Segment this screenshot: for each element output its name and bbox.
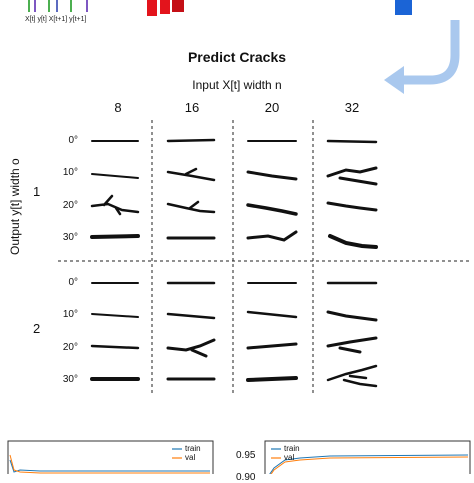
left-training-chart (7, 440, 214, 474)
sequence-labels: X[t] y[t] X[t+1] y[t+1] (25, 16, 87, 23)
right-accuracy-chart (264, 440, 471, 474)
angle-label: 0° (68, 135, 78, 146)
angle-label: 10° (62, 167, 78, 178)
y-tick-095: 0.95 (236, 450, 256, 461)
red-block-icon (147, 0, 184, 16)
input-axis-label: Input X[t] width n (192, 78, 282, 92)
crack-images-group-2 (90, 281, 378, 388)
angle-label: 20° (62, 200, 78, 211)
sequence-bars-icon (28, 0, 88, 12)
crack-images-group-1 (90, 138, 378, 249)
output-axis-label: Output y[t] width o (8, 158, 22, 255)
grid-separators (58, 120, 470, 395)
angle-label: 20° (62, 342, 78, 353)
legend-train: train (284, 444, 300, 453)
column-header-8: 8 (114, 100, 122, 115)
legend-val: val (185, 453, 196, 462)
column-header-32: 32 (344, 100, 360, 115)
angle-label: 10° (62, 309, 78, 320)
page-title: Predict Cracks (187, 49, 287, 65)
legend-val: val (284, 453, 295, 462)
right-chart-legend: train val (284, 444, 300, 462)
angle-label: 0° (68, 277, 78, 288)
row-group-2: 2 (33, 321, 41, 336)
angle-label: 30° (62, 232, 78, 243)
column-header-20: 20 (264, 100, 280, 115)
blue-block-icon (395, 0, 412, 15)
column-header-16: 16 (184, 100, 200, 115)
flow-arrow-icon (400, 20, 460, 85)
legend-train: train (185, 444, 201, 453)
row-group-1: 1 (33, 184, 41, 199)
left-chart-legend: train val (185, 444, 201, 462)
angle-label: 30° (62, 374, 78, 385)
